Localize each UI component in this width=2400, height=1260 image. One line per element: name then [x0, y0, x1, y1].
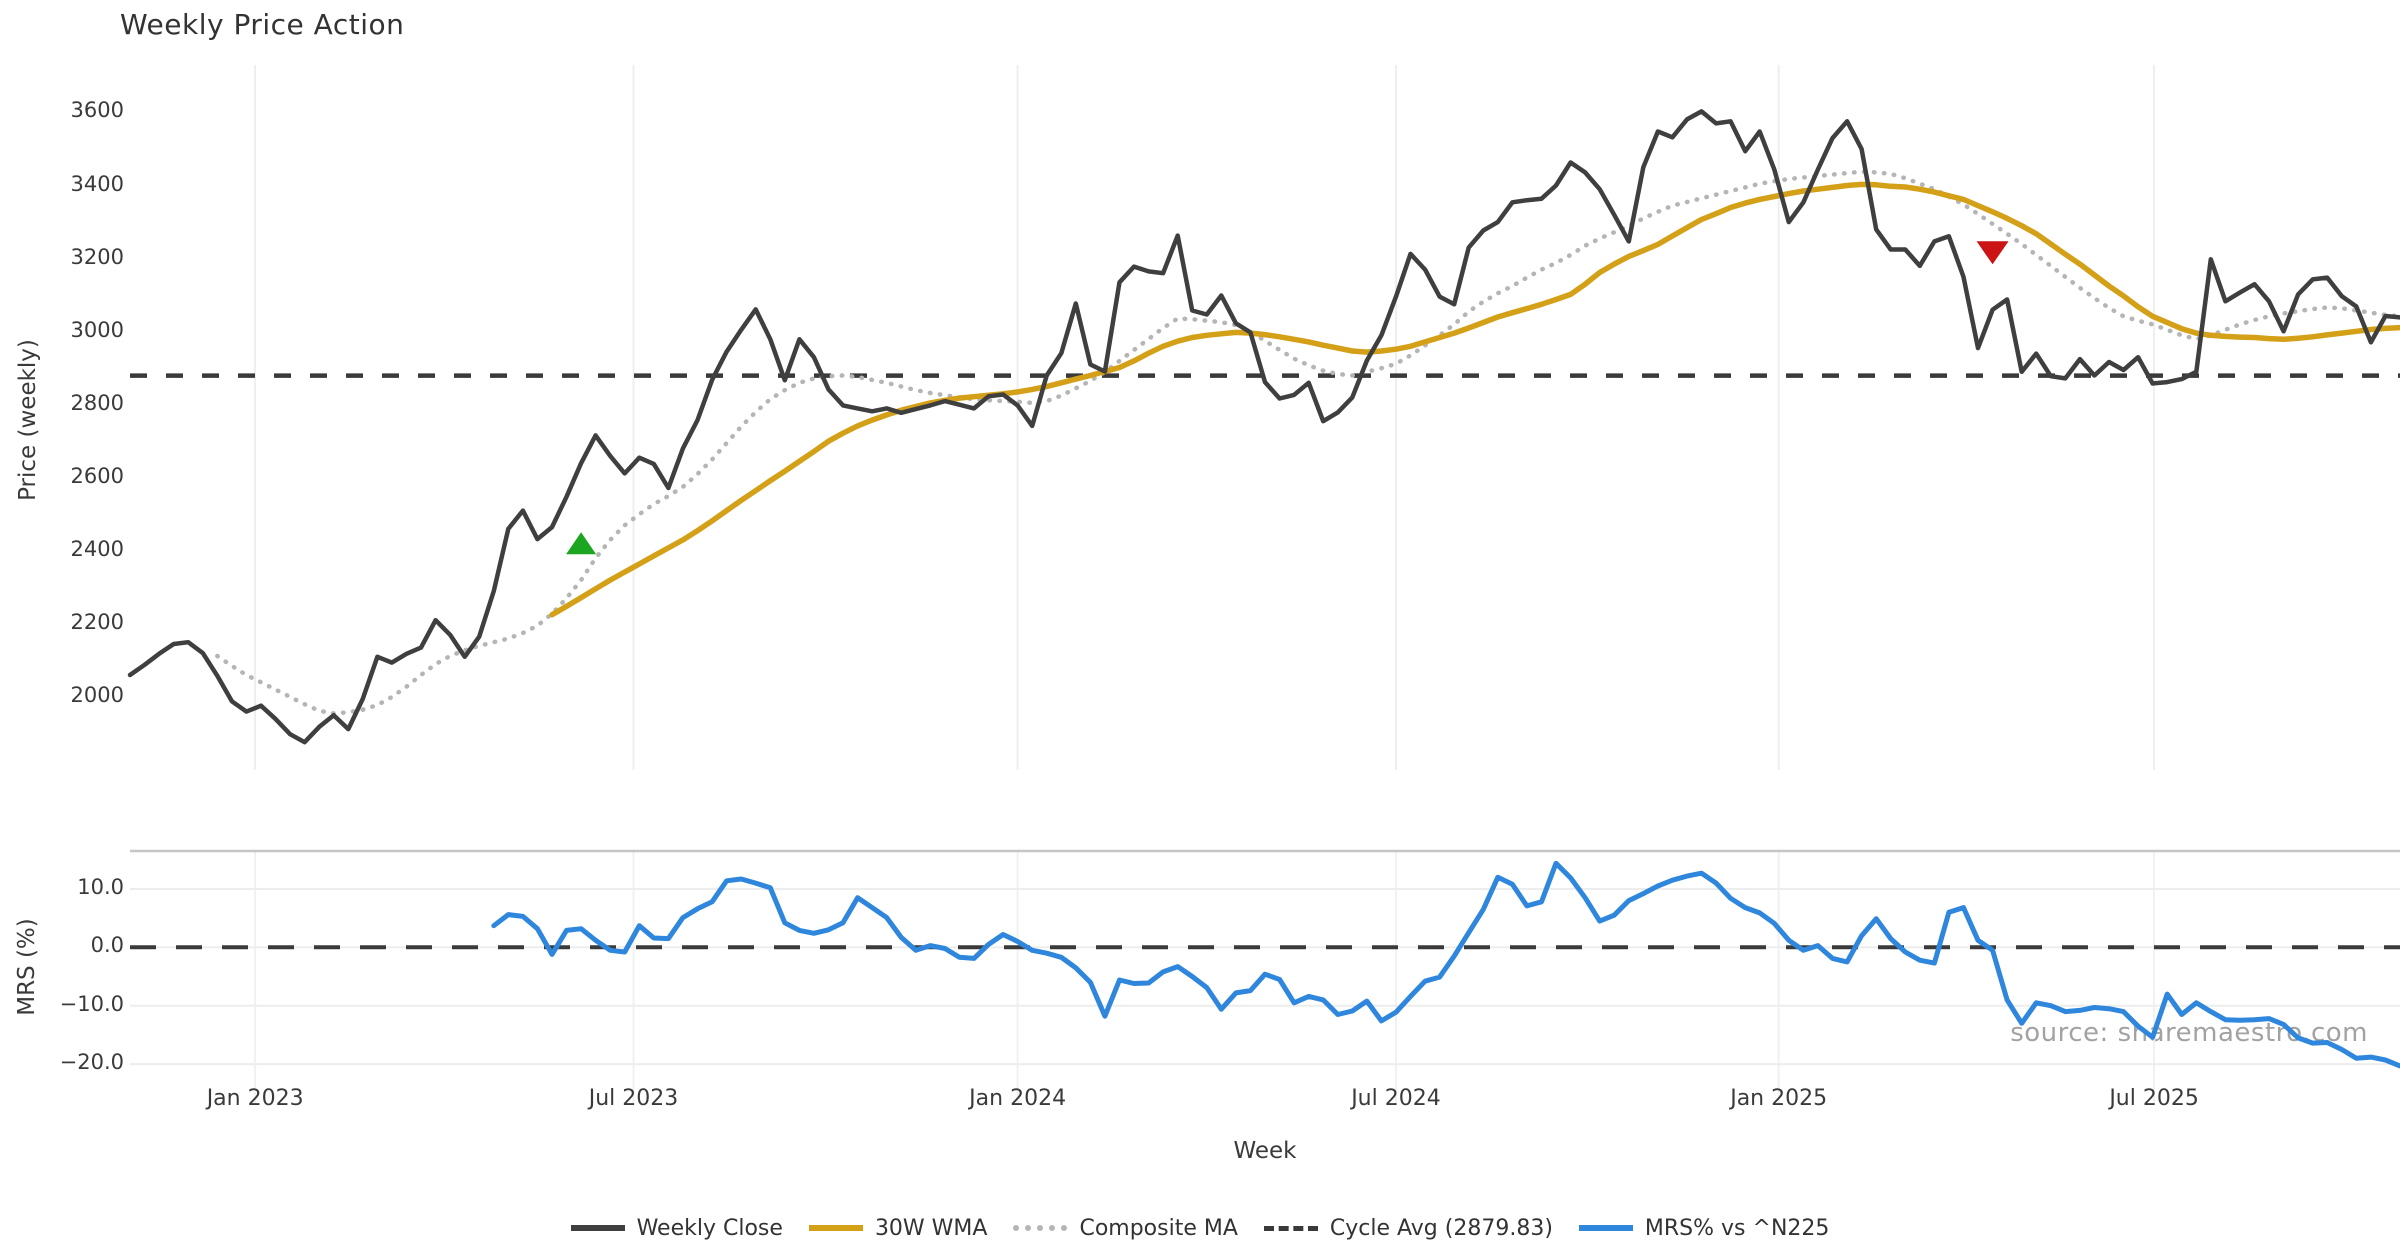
x-tick-label: Jul 2024	[1351, 1086, 1441, 1111]
legend-item-cycle-avg: Cycle Avg (2879.83)	[1263, 1215, 1553, 1241]
price-ytick-label: 3600	[70, 98, 124, 123]
legend-label: Weekly Close	[636, 1215, 783, 1241]
legend-label: Cycle Avg (2879.83)	[1329, 1215, 1553, 1241]
composite-ma-line	[215, 169, 2400, 716]
price-ytick-label: 2800	[70, 390, 124, 415]
legend-item-composite-ma: Composite MA	[1013, 1215, 1238, 1241]
composite-ma-dotted-swatch-icon	[1013, 1225, 1068, 1231]
mrs-ytick-label: 0.0	[90, 933, 124, 958]
cycle-avg-dashed-swatch-icon	[1263, 1225, 1318, 1231]
legend-item-weekly-close: Weekly Close	[570, 1215, 783, 1241]
wma-30w-line	[549, 181, 2400, 618]
x-tick-label: Jan 2025	[1730, 1086, 1828, 1111]
mrs-ytick-label: −20.0	[59, 1050, 124, 1075]
legend-label: Composite MA	[1079, 1215, 1238, 1241]
price-ytick-label: 2400	[70, 536, 124, 561]
mrs-line	[491, 860, 2400, 1069]
price-ytick-label: 3000	[70, 317, 124, 342]
x-axis-label: Week	[1233, 1138, 1297, 1164]
mrs-ytick-label: −10.0	[59, 991, 124, 1016]
mrs-axis-label: MRS (%)	[14, 918, 40, 1016]
legend-item-mrs: MRS% vs ^N225	[1578, 1215, 1830, 1241]
chart-title: Weekly Price Action	[120, 8, 405, 41]
weekly-close-line	[127, 109, 2400, 745]
legend-label: MRS% vs ^N225	[1644, 1215, 1830, 1241]
weekly-close-line-swatch-icon	[570, 1225, 625, 1231]
x-tick-label: Jul 2023	[588, 1086, 679, 1111]
x-tick-label: Jul 2025	[2109, 1086, 2199, 1111]
mrs-ytick-label: 10.0	[77, 874, 124, 899]
price-ytick-label: 3200	[70, 244, 124, 269]
price-ytick-label: 2200	[70, 609, 124, 634]
chart-legend: Weekly Close 30W WMA Composite MA Cycle …	[0, 1206, 2400, 1250]
price-ytick-label: 2600	[70, 463, 124, 488]
price-ytick-label: 3400	[70, 171, 124, 196]
x-tick-label: Jan 2024	[969, 1086, 1067, 1111]
price-ytick-label: 2000	[70, 682, 124, 707]
wma-line-swatch-icon	[808, 1225, 863, 1231]
x-tick-label: Jan 2023	[206, 1086, 304, 1111]
legend-item-30w-wma: 30W WMA	[808, 1215, 988, 1241]
legend-label: 30W WMA	[874, 1215, 988, 1241]
sell-signal-triangle-down-icon	[1976, 241, 2009, 265]
buy-signal-triangle-up-icon	[566, 532, 597, 555]
mrs-line-swatch-icon	[1578, 1225, 1633, 1231]
